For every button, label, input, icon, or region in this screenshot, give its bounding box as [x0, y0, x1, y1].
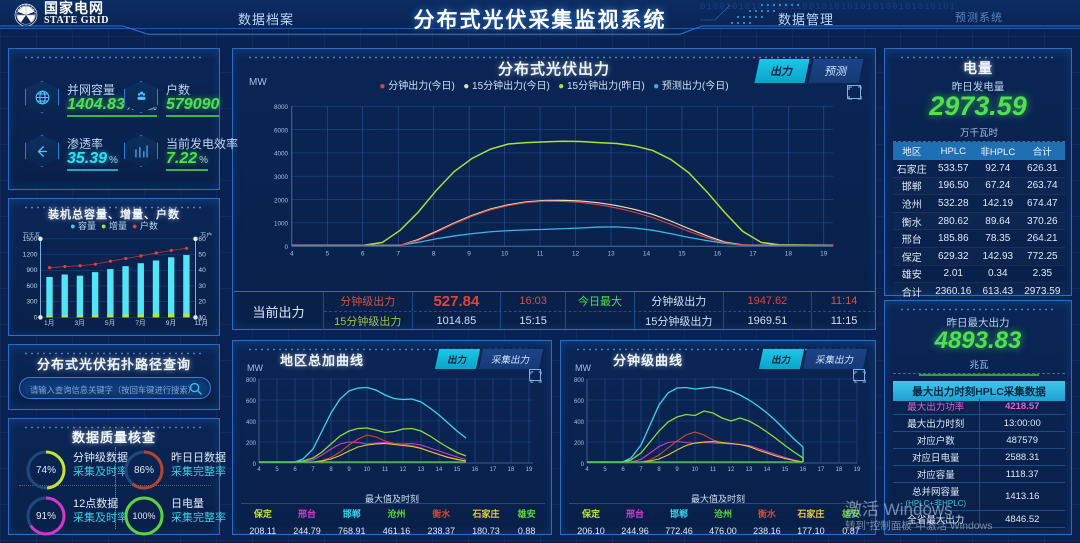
svg-text:14: 14: [764, 467, 771, 473]
svg-text:800: 800: [246, 378, 257, 384]
svg-text:6: 6: [621, 467, 625, 473]
svg-text:10: 10: [501, 251, 509, 258]
svg-text:800: 800: [574, 378, 585, 384]
svg-text:400: 400: [574, 420, 585, 426]
svg-text:6: 6: [293, 467, 297, 473]
svg-text:15: 15: [782, 467, 789, 473]
svg-text:14: 14: [643, 251, 651, 258]
svg-text:4: 4: [257, 467, 261, 473]
svg-text:1200: 1200: [23, 252, 38, 259]
svg-text:13: 13: [746, 467, 753, 473]
svg-text:1000: 1000: [274, 221, 289, 228]
svg-text:6000: 6000: [274, 127, 289, 134]
svg-text:18: 18: [508, 467, 515, 473]
svg-text:5: 5: [603, 467, 607, 473]
svg-text:11: 11: [537, 251, 544, 258]
svg-text:11: 11: [382, 467, 389, 473]
svg-text:3000: 3000: [274, 174, 289, 181]
svg-text:15: 15: [678, 251, 686, 258]
svg-text:0: 0: [581, 462, 585, 468]
svg-text:1月: 1月: [44, 319, 54, 327]
svg-text:万千瓦: 万千瓦: [23, 231, 41, 239]
svg-text:8: 8: [432, 251, 436, 258]
svg-text:13: 13: [418, 467, 425, 473]
svg-text:74%: 74%: [36, 465, 56, 476]
svg-text:600: 600: [246, 399, 257, 405]
svg-text:9: 9: [347, 467, 351, 473]
svg-text:300: 300: [26, 299, 37, 306]
svg-text:11月: 11月: [195, 319, 209, 327]
svg-text:6: 6: [361, 251, 365, 258]
svg-text:16: 16: [800, 467, 807, 473]
svg-text:400: 400: [246, 420, 257, 426]
svg-text:9: 9: [467, 251, 471, 258]
svg-text:12: 12: [728, 467, 735, 473]
svg-text:12: 12: [400, 467, 407, 473]
svg-text:10: 10: [364, 467, 371, 473]
svg-text:200: 200: [246, 441, 257, 447]
svg-text:0: 0: [34, 314, 38, 321]
svg-text:5: 5: [275, 467, 279, 473]
svg-text:7: 7: [396, 251, 400, 258]
svg-text:12: 12: [572, 251, 580, 258]
svg-text:16: 16: [472, 467, 479, 473]
svg-text:10: 10: [692, 467, 699, 473]
svg-text:40: 40: [198, 267, 206, 274]
svg-text:5: 5: [325, 251, 329, 258]
svg-text:19: 19: [854, 467, 861, 473]
svg-text:5月: 5月: [105, 319, 115, 327]
svg-text:91%: 91%: [36, 511, 56, 522]
svg-text:15: 15: [454, 467, 461, 473]
svg-text:17: 17: [490, 467, 497, 473]
svg-text:4000: 4000: [274, 151, 289, 158]
svg-text:4: 4: [585, 467, 589, 473]
svg-text:600: 600: [574, 399, 585, 405]
svg-text:19: 19: [820, 251, 828, 258]
svg-text:8000: 8000: [274, 104, 289, 111]
svg-text:20: 20: [198, 299, 206, 306]
svg-text:18: 18: [836, 467, 843, 473]
svg-text:8: 8: [329, 467, 333, 473]
svg-text:19: 19: [526, 467, 533, 473]
svg-text:17: 17: [749, 251, 757, 258]
svg-text:9: 9: [675, 467, 679, 473]
svg-text:11: 11: [710, 467, 717, 473]
svg-text:9月: 9月: [166, 319, 176, 327]
svg-text:100%: 100%: [132, 511, 155, 521]
svg-text:200: 200: [574, 441, 585, 447]
svg-text:7月: 7月: [135, 319, 145, 327]
svg-text:17: 17: [818, 467, 825, 473]
svg-text:900: 900: [26, 267, 37, 274]
svg-text:3月: 3月: [74, 319, 84, 327]
svg-text:13: 13: [607, 251, 615, 258]
svg-text:600: 600: [26, 283, 37, 290]
svg-text:18: 18: [785, 251, 793, 258]
svg-text:0: 0: [285, 244, 289, 251]
svg-text:30: 30: [198, 283, 206, 290]
svg-text:万户: 万户: [200, 231, 212, 239]
svg-text:7: 7: [311, 467, 315, 473]
svg-text:4: 4: [290, 251, 294, 258]
svg-text:2000: 2000: [274, 197, 289, 204]
svg-text:8: 8: [657, 467, 661, 473]
svg-text:0: 0: [253, 462, 257, 468]
svg-text:14: 14: [436, 467, 443, 473]
svg-text:16: 16: [714, 251, 722, 258]
svg-text:50: 50: [198, 252, 206, 259]
svg-text:86%: 86%: [134, 465, 154, 476]
svg-text:7: 7: [639, 467, 643, 473]
